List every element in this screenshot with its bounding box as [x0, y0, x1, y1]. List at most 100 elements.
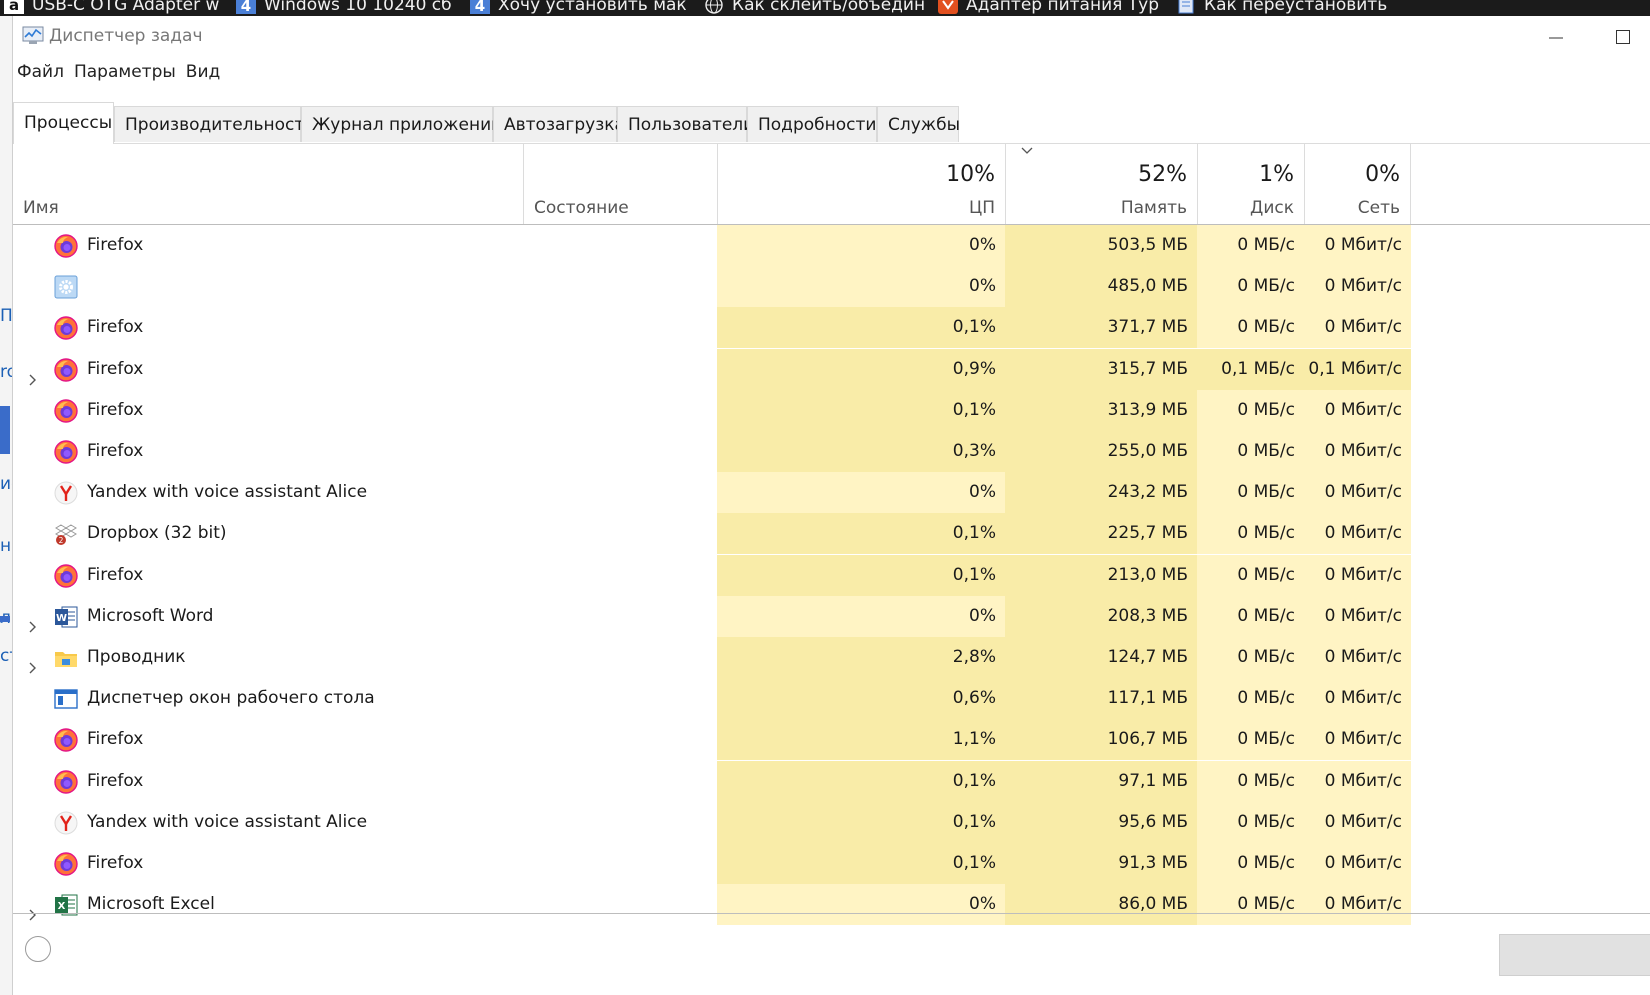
menu-item-0[interactable]: Файл: [17, 62, 64, 82]
process-name: Microsoft Excel: [87, 894, 215, 915]
process-state-cell: [523, 431, 717, 472]
table-row[interactable]: Firefox 0,1% 371,7 МБ 0 МБ/с 0 Мбит/с: [13, 307, 1650, 349]
column-header-memory[interactable]: 52% Память: [1005, 144, 1197, 224]
process-network-cell: 0 Мбит/с: [1304, 307, 1411, 349]
background-tab-4[interactable]: Адаптер питания Тур: [938, 0, 1159, 16]
background-text-fragment: ст: [0, 646, 12, 666]
process-state-cell: [523, 596, 717, 637]
chevron-right-icon[interactable]: [25, 650, 39, 674]
title-bar[interactable]: Диспетчер задач: [13, 16, 1650, 58]
background-tab-1[interactable]: 4 Windows 10 10240 сб: [236, 0, 452, 16]
process-disk-cell: 0 МБ/с: [1197, 513, 1304, 555]
process-network-cell: 0 Мбит/с: [1304, 513, 1411, 555]
background-text-fragment: П: [0, 306, 13, 326]
table-row[interactable]: Firefox 0,9% 315,7 МБ 0,1 МБ/с 0,1 Мбит/с: [13, 348, 1650, 390]
menu-item-1[interactable]: Параметры: [73, 62, 176, 82]
process-memory-cell: 243,2 МБ: [1005, 472, 1197, 514]
table-row[interactable]: Firefox 0,1% 91,3 МБ 0 МБ/с 0 Мбит/с: [13, 843, 1650, 884]
svg-text:W: W: [56, 613, 67, 624]
tab-2[interactable]: Журнал приложений: [301, 106, 502, 142]
maximize-button[interactable]: [1603, 22, 1643, 52]
process-disk-cell: 0 МБ/с: [1197, 554, 1304, 596]
process-name-cell: Firefox: [13, 719, 523, 760]
process-disk-cell: 0 МБ/с: [1197, 472, 1304, 514]
chevron-right-icon[interactable]: [25, 362, 39, 386]
background-tab-5[interactable]: Как переустановить: [1176, 0, 1387, 16]
process-state-cell: [523, 266, 717, 307]
process-name: Firefox: [87, 399, 144, 420]
process-network-cell: 0 Мбит/с: [1304, 719, 1411, 761]
process-disk-cell: 0,1 МБ/с: [1197, 348, 1304, 390]
column-label-network: Сеть: [1357, 198, 1400, 218]
column-header-disk[interactable]: 1% Диск: [1197, 144, 1304, 224]
process-name-cell: Firefox: [13, 761, 523, 802]
tab-3[interactable]: Автозагрузка: [493, 106, 625, 142]
tab-5[interactable]: Подробности: [747, 106, 877, 142]
process-state-cell: [523, 637, 717, 678]
table-row[interactable]: Firefox 0% 503,5 МБ 0 МБ/с 0 Мбит/с: [13, 225, 1650, 266]
process-network-cell: 0 Мбит/с: [1304, 801, 1411, 843]
tab-1[interactable]: Производительность: [114, 106, 314, 142]
explorer-icon: [54, 645, 78, 669]
table-row[interactable]: X Microsoft Excel 0% 86,0 МБ 0 МБ/с 0 Мбит/с: [13, 884, 1650, 926]
tab-6[interactable]: Службы: [877, 106, 960, 142]
window-title: Диспетчер задач: [49, 26, 203, 46]
table-row[interactable]: Yandex with voice assistant Alice 0,1% 95,…: [13, 801, 1650, 843]
column-label-name: Имя: [23, 198, 59, 218]
process-name: Firefox: [87, 729, 144, 750]
table-row[interactable]: Yandex with voice assistant Alice 0% 243,2…: [13, 472, 1650, 514]
table-row[interactable]: Firefox 1,1% 106,7 МБ 0 МБ/с 0 Мбит/с: [13, 719, 1650, 761]
process-name: Firefox: [87, 441, 144, 461]
tab-0[interactable]: Процессы: [13, 102, 114, 144]
menu-item-2[interactable]: Вид: [185, 62, 221, 82]
process-network-cell: 0,1 Мбит/с: [1304, 348, 1411, 390]
process-memory-cell: 97,1 МБ: [1005, 760, 1197, 802]
process-name-cell: Firefox: [13, 225, 523, 266]
table-row[interactable]: W Microsoft Word 0% 208,3 МБ 0 МБ/с 0 Мбит/с: [13, 595, 1650, 637]
column-header-network[interactable]: 0% Сеть: [1304, 144, 1411, 224]
minimize-button[interactable]: [1536, 22, 1576, 52]
table-row[interactable]: 2 Dropbox (32 bit) 0,1% 225,7 МБ 0 МБ/с 0 Мби…: [13, 513, 1650, 555]
table-row[interactable]: Firefox 0,1% 213,0 МБ 0 МБ/с 0 Мбит/с: [13, 554, 1650, 596]
process-memory-cell: 255,0 МБ: [1005, 431, 1197, 472]
column-header-name[interactable]: Имя: [13, 144, 523, 224]
table-row[interactable]: Firefox 0,1% 313,9 МБ 0 МБ/с 0 Мбит/с: [13, 389, 1650, 431]
process-memory-cell: 213,0 МБ: [1005, 554, 1197, 596]
process-cpu-cell: 0,3%: [717, 431, 1005, 472]
disk-total: 1%: [1259, 162, 1294, 187]
background-tab-0[interactable]: a USB-C OTG Adapter w: [4, 0, 219, 16]
background-tab-2[interactable]: 4 Хочу установить мак: [470, 0, 687, 16]
table-row[interactable]: Диспетчер окон рабочего стола 0,6% 117,1 М…: [13, 678, 1650, 720]
table-row[interactable]: 0% 485,0 МБ 0 МБ/с 0 Мбит/с: [13, 266, 1650, 308]
column-header-state[interactable]: Состояние: [523, 144, 717, 224]
background-tab-3[interactable]: Как склеить/объедин: [704, 0, 925, 16]
background-tab-label: Как переустановить: [1204, 0, 1388, 15]
process-memory-cell: 124,7 МБ: [1005, 637, 1197, 678]
fewer-details-button[interactable]: [25, 936, 51, 962]
process-name-cell: Диспетчер окон рабочего стола: [13, 678, 523, 719]
process-network-cell: 0 Мбит/с: [1304, 472, 1411, 514]
process-state-cell: [523, 390, 717, 431]
table-row[interactable]: Firefox 0,1% 97,1 МБ 0 МБ/с 0 Мбит/с: [13, 760, 1650, 802]
background-text-fragment: на: [0, 536, 12, 556]
process-name-cell: Yandex with voice assistant Alice: [13, 802, 523, 843]
background-text-fragment: ro: [0, 362, 12, 382]
table-row[interactable]: Проводник 2,8% 124,7 МБ 0 МБ/с 0 Мбит/с: [13, 637, 1650, 678]
firefox-icon: [54, 439, 78, 464]
process-network-cell: 0 Мбит/с: [1304, 431, 1411, 472]
chevron-right-icon[interactable]: [25, 897, 39, 921]
process-name-cell: Yandex with voice assistant Alice: [13, 472, 523, 513]
process-disk-cell: 0 МБ/с: [1197, 225, 1304, 266]
chevron-right-icon[interactable]: [25, 609, 39, 633]
menu-bar: Файл Параметры Вид: [17, 62, 230, 88]
process-network-cell: 0 Мбит/с: [1304, 595, 1411, 637]
gear-app-icon: [54, 274, 78, 299]
background-tab-label: Адаптер питания Тур: [966, 0, 1159, 15]
process-name: Firefox: [87, 770, 144, 791]
table-row[interactable]: Firefox 0,3% 255,0 МБ 0 МБ/с 0 Мбит/с: [13, 431, 1650, 472]
column-header-cpu[interactable]: 10% ЦП: [717, 144, 1005, 224]
end-task-button[interactable]: [1499, 934, 1650, 976]
tab-4[interactable]: Пользователи: [617, 106, 754, 142]
process-name: Firefox: [87, 564, 144, 585]
process-disk-cell: 0 МБ/с: [1197, 760, 1304, 802]
